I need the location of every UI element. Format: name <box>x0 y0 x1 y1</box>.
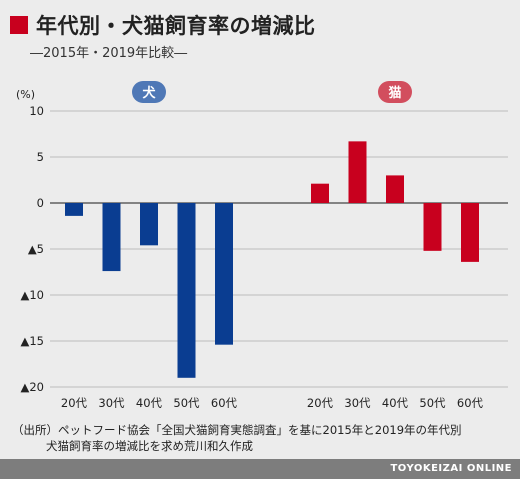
y-tick-label: ▲15 <box>21 334 44 348</box>
bar <box>423 203 442 251</box>
source-line-1: （出所）ペットフード協会「全国犬猫飼育実態調査」を基に2015年と2019年の年… <box>12 423 462 437</box>
bar <box>386 175 404 203</box>
title-row: 年代別・犬猫飼育率の増減比 <box>10 10 510 40</box>
x-tick-label: 60代 <box>211 396 238 410</box>
y-tick-label: 5 <box>37 150 44 164</box>
source-note: （出所）ペットフード協会「全国犬猫飼育実態調査」を基に2015年と2019年の年… <box>12 422 512 454</box>
y-tick-label: ▲20 <box>21 380 44 394</box>
y-tick-label: ▲10 <box>21 288 44 302</box>
group-badge-label: 猫 <box>388 85 401 101</box>
chart-subtitle: ―2015年・2019年比較― <box>30 46 188 61</box>
x-tick-label: 20代 <box>61 396 88 410</box>
group-badge <box>378 81 412 103</box>
bar <box>215 203 233 345</box>
bar <box>102 203 121 272</box>
y-axis-unit-label: (%) <box>16 88 35 101</box>
chart-title: 年代別・犬猫飼育率の増減比 <box>36 14 316 38</box>
x-tick-label: 40代 <box>136 396 163 410</box>
bar <box>65 203 83 216</box>
bar <box>348 141 367 203</box>
group-badge <box>132 81 166 103</box>
x-tick-label: 30代 <box>98 396 125 410</box>
bar <box>140 203 158 246</box>
footer-credit: TOYOKEIZAI ONLINE <box>0 459 520 479</box>
bar-chart: (%) 10 5 0 ▲5 ▲10 ▲15 ▲20 20代 30代 40代 50代 60代 犬 20代 30代… <box>16 81 508 410</box>
bar <box>177 203 196 378</box>
x-tick-label: 50代 <box>173 396 200 410</box>
x-tick-label: 20代 <box>307 396 334 410</box>
y-tick-label: ▲5 <box>28 242 44 256</box>
group-badge-label: 犬 <box>142 85 156 101</box>
x-tick-label: 30代 <box>344 396 371 410</box>
x-tick-label: 50代 <box>419 396 446 410</box>
bar <box>461 203 479 262</box>
x-tick-label: 40代 <box>382 396 409 410</box>
y-tick-label: 0 <box>37 196 44 210</box>
title-block: 年代別・犬猫飼育率の増減比 <box>10 10 510 40</box>
x-tick-label: 60代 <box>457 396 484 410</box>
title-marker-icon <box>10 16 28 34</box>
bar <box>311 183 329 203</box>
y-tick-label: 10 <box>29 104 44 118</box>
source-line-2: 犬猫飼育率の増減比を求め荒川和久作成 <box>46 439 253 453</box>
